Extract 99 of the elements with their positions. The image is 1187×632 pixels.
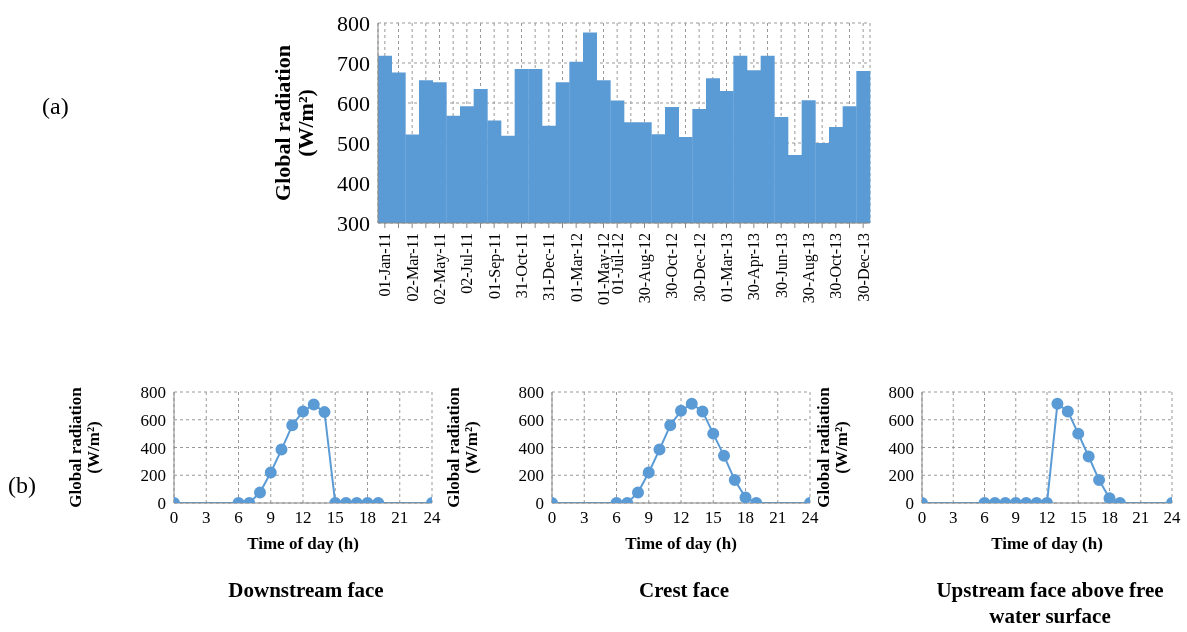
- y-tick-label: 400: [518, 438, 544, 458]
- x-tick-label: 02-Jul-11: [458, 233, 476, 294]
- x-tick-label: 18: [1101, 508, 1118, 528]
- x-tick-label: 3: [949, 508, 958, 528]
- y-tick-label: 300: [337, 210, 370, 236]
- x-tick-label: 21: [1132, 508, 1150, 528]
- x-tick-label: 12: [672, 508, 690, 528]
- x-axis-title: Time of day (h): [625, 534, 737, 553]
- point: [718, 449, 730, 462]
- x-tick-label: 15: [704, 508, 722, 528]
- point: [264, 466, 277, 479]
- point: [1082, 450, 1095, 463]
- y-tick-label: 800: [888, 383, 914, 403]
- text: (b): [8, 472, 36, 499]
- point: [675, 404, 687, 417]
- y-tick-label: 600: [518, 410, 544, 430]
- text: Upstream face above free water surface: [935, 577, 1165, 629]
- x-tick-label: 30-Dec-13: [854, 233, 872, 302]
- y-tick-label: 800: [140, 383, 166, 403]
- point: [1072, 427, 1085, 440]
- y-tick-label: 400: [140, 438, 166, 458]
- x-tick-label: 01-Mar-12: [567, 233, 585, 302]
- point: [1061, 405, 1074, 418]
- point: [318, 406, 331, 419]
- x-tick-label: 01-Jan-11: [376, 233, 394, 297]
- x-tick-label: 01-Sep-11: [485, 233, 504, 300]
- y-tick-label: 600: [888, 410, 914, 430]
- x-tick-label: 30-Aug-13: [800, 233, 819, 304]
- x-tick-label: 01-May-12: [595, 233, 614, 305]
- x-tick-label: 21: [769, 508, 787, 528]
- y-tick-label: 0: [905, 494, 914, 514]
- x-tick-label: 30-Apr-13: [745, 233, 764, 301]
- x-tick-label: 0: [547, 508, 557, 528]
- y-tick-label: 200: [518, 466, 544, 486]
- y-axis-title: Global radiation (W/m²): [444, 386, 482, 508]
- x-tick-label: 02-May-11: [431, 233, 450, 305]
- x-tick-label: 12: [294, 508, 312, 528]
- point: [297, 405, 309, 418]
- x-tick-label: 9: [644, 508, 653, 528]
- x-tick-label: 15: [326, 508, 344, 528]
- y-tick-label: 600: [140, 410, 166, 430]
- x-tick-label: 31-Dec-11: [540, 233, 558, 301]
- x-tick-label: 18: [359, 508, 376, 528]
- x-tick-label: 02-Mar-11: [403, 233, 421, 302]
- point: [1051, 397, 1064, 410]
- point: [696, 405, 709, 418]
- x-tick-label: 6: [234, 508, 243, 528]
- x-tick-label: 24: [423, 508, 441, 528]
- x-tick-label: 0: [169, 508, 179, 528]
- point: [739, 491, 752, 503]
- point: [707, 427, 720, 440]
- x-tick-label: 15: [1069, 508, 1087, 528]
- x-axis-title: Time of day (h): [991, 534, 1103, 553]
- x-tick-label: 9: [266, 508, 275, 528]
- x-tick-label: 30-Jun-13: [772, 233, 790, 298]
- x-tick-label: 24: [1163, 508, 1181, 528]
- y-tick-label: 200: [888, 466, 914, 486]
- text: Downstream face: [227, 577, 385, 603]
- text: Crest face: [638, 577, 730, 603]
- y-tick-label: 0: [157, 494, 166, 514]
- y-tick-label: 800: [337, 10, 370, 36]
- x-tick-label: 30-Oct-13: [827, 233, 845, 299]
- y-tick-label: 600: [337, 90, 370, 116]
- x-tick-label: 01-Mar-13: [718, 233, 736, 302]
- y-tick-label: 400: [337, 170, 370, 196]
- y-axis-title: Global radiation (W/m²): [269, 45, 318, 201]
- y-tick-label: 700: [337, 50, 370, 76]
- text: (a): [42, 93, 69, 120]
- x-tick-label: 6: [980, 508, 989, 528]
- x-tick-label: 31-Oct-11: [513, 233, 531, 299]
- x-tick-label: 3: [202, 508, 211, 528]
- x-tick-label: 9: [1011, 508, 1020, 528]
- y-tick-label: 800: [518, 383, 544, 403]
- x-tick-label: 30-Aug-12: [636, 233, 655, 304]
- point: [275, 443, 288, 456]
- point: [286, 419, 299, 432]
- x-tick-label: 3: [580, 508, 589, 528]
- point: [307, 398, 320, 411]
- y-tick-label: 0: [535, 494, 544, 514]
- point: [642, 466, 655, 479]
- x-tick-label: 6: [612, 508, 621, 528]
- y-tick-label: 400: [888, 438, 914, 458]
- point: [653, 443, 666, 456]
- point: [632, 486, 644, 499]
- x-tick-label: 18: [737, 508, 754, 528]
- x-tick-label: 0: [917, 508, 927, 528]
- x-tick-label: 30-Dec-12: [690, 233, 708, 302]
- point: [664, 419, 677, 432]
- y-axis-title: Global radiation (W/m²): [814, 386, 852, 508]
- y-tick-label: 200: [140, 466, 166, 486]
- x-tick-label: 24: [801, 508, 819, 528]
- x-tick-label: 12: [1038, 508, 1056, 528]
- x-tick-label: 30-Oct-12: [663, 233, 681, 299]
- x-tick-label: 21: [391, 508, 409, 528]
- y-tick-label: 500: [337, 130, 370, 156]
- y-axis-title: Global radiation (W/m²): [66, 386, 104, 508]
- point: [685, 397, 698, 410]
- x-axis-title: Time of day (h): [247, 534, 359, 553]
- point: [728, 474, 741, 487]
